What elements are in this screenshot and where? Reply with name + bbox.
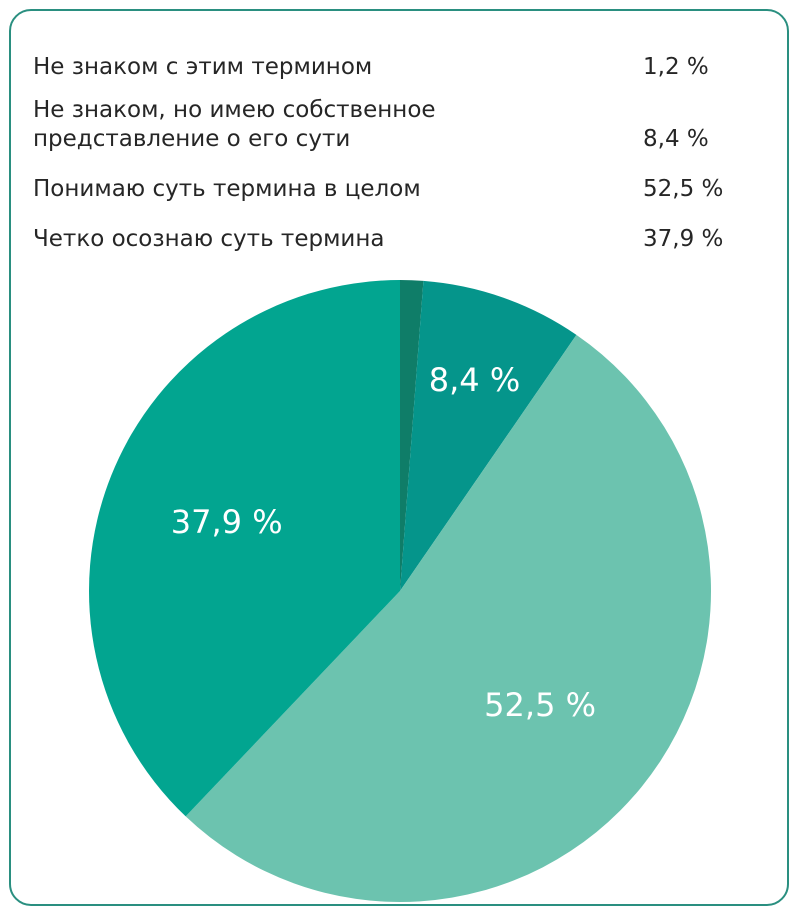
- legend-item-value: 8,4 %: [643, 126, 709, 152]
- pie-slice-label: 8,4 %: [429, 361, 520, 399]
- legend-item-value: 1,2 %: [643, 54, 709, 80]
- legend: Не знаком с этим термином 1,2 % Не знако…: [33, 46, 733, 254]
- legend-item-label: Понимаю суть термина в целом: [33, 176, 421, 202]
- pie-slice-label: 52,5 %: [484, 686, 596, 724]
- legend-item: Не знаком с этим термином 1,2 %: [33, 46, 733, 82]
- legend-item-label: Четко осознаю суть термина: [33, 226, 385, 252]
- pie-slices: [89, 280, 712, 903]
- pie-slice: [185, 334, 712, 903]
- pie-slice-labels: 8,4 % 52,5 % 37,9 %: [171, 361, 596, 724]
- pie-slice: [400, 280, 424, 591]
- pie-slice-label: 37,9 %: [171, 503, 283, 541]
- legend-item-label: Не знаком с этим термином: [33, 54, 373, 80]
- pie-slice: [89, 280, 400, 817]
- legend-item-value: 52,5 %: [643, 176, 724, 202]
- legend-item: Понимаю суть термина в целом 52,5 %: [33, 174, 733, 204]
- legend-item: Четко осознаю суть термина 37,9 %: [33, 224, 733, 254]
- pie-slice: [400, 280, 577, 591]
- legend-item-value: 37,9 %: [643, 226, 724, 252]
- legend-item-label: Не знаком, но имею собственное представл…: [33, 97, 436, 152]
- legend-item: Не знаком, но имею собственное представл…: [33, 96, 733, 154]
